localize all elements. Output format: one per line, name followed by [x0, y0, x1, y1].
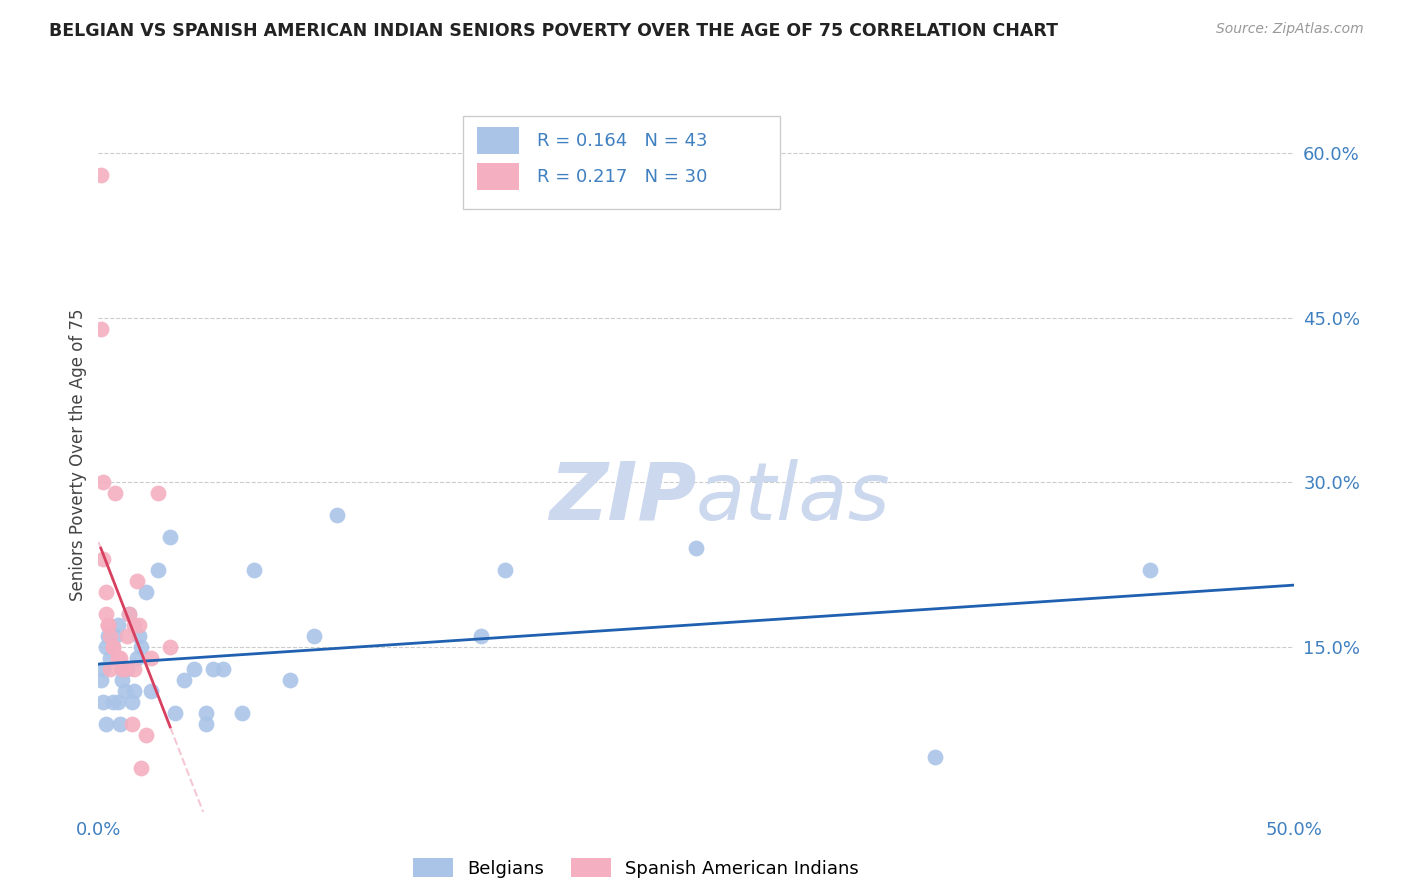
Point: [128, 629, 150, 643]
Point: [94, 640, 117, 654]
Point: [111, 673, 134, 687]
Point: [302, 629, 325, 643]
Point: [173, 673, 195, 687]
Point: [91, 662, 114, 676]
Point: [104, 629, 127, 643]
Point: [101, 695, 124, 709]
Point: [148, 563, 170, 577]
Point: [924, 749, 946, 764]
Point: [124, 684, 146, 698]
Bar: [477, 163, 519, 190]
Point: [685, 541, 707, 556]
Point: [194, 706, 218, 720]
Point: [139, 684, 162, 698]
Point: [278, 673, 301, 687]
Point: [104, 486, 127, 500]
Text: R = 0.217   N = 30: R = 0.217 N = 30: [537, 168, 707, 186]
Point: [494, 563, 516, 577]
FancyBboxPatch shape: [463, 116, 780, 209]
Point: [107, 618, 129, 632]
Point: [159, 530, 181, 544]
Point: [91, 475, 114, 490]
Point: [118, 607, 141, 621]
Point: [211, 662, 233, 676]
Point: [128, 618, 150, 632]
Text: atlas: atlas: [696, 458, 891, 537]
Point: [94, 717, 117, 731]
Point: [125, 651, 148, 665]
Point: [114, 662, 136, 676]
Point: [98, 662, 122, 676]
Y-axis label: Seniors Poverty Over the Age of 75: Seniors Poverty Over the Age of 75: [69, 309, 87, 601]
Bar: [477, 128, 519, 154]
Point: [94, 585, 117, 599]
Point: [326, 508, 349, 523]
Text: Source: ZipAtlas.com: Source: ZipAtlas.com: [1216, 22, 1364, 37]
Point: [125, 574, 148, 589]
Point: [97, 618, 120, 632]
Point: [231, 706, 253, 720]
Text: R = 0.164   N = 43: R = 0.164 N = 43: [537, 132, 707, 150]
Point: [124, 662, 146, 676]
Point: [111, 662, 134, 676]
Point: [107, 651, 129, 665]
Point: [91, 695, 114, 709]
Point: [108, 651, 131, 665]
Point: [121, 717, 143, 731]
Point: [135, 585, 157, 599]
Point: [121, 695, 143, 709]
Point: [107, 695, 129, 709]
Point: [97, 629, 120, 643]
Point: [90, 673, 112, 687]
Point: [97, 618, 120, 632]
Point: [94, 607, 117, 621]
Point: [470, 629, 492, 643]
Point: [135, 728, 157, 742]
Point: [148, 486, 170, 500]
Point: [124, 618, 146, 632]
Point: [118, 607, 141, 621]
Point: [131, 761, 153, 775]
Point: [243, 563, 266, 577]
Point: [107, 651, 129, 665]
Point: [98, 651, 122, 665]
Text: ZIP: ZIP: [548, 458, 696, 537]
Point: [115, 662, 138, 676]
Point: [1139, 563, 1161, 577]
Point: [101, 640, 124, 654]
Legend: Belgians, Spanish American Indians: Belgians, Spanish American Indians: [406, 851, 866, 885]
Point: [183, 662, 205, 676]
Point: [91, 552, 114, 566]
Point: [131, 640, 153, 654]
Point: [90, 321, 112, 335]
Point: [163, 706, 186, 720]
Point: [101, 640, 124, 654]
Point: [114, 684, 136, 698]
Text: BELGIAN VS SPANISH AMERICAN INDIAN SENIORS POVERTY OVER THE AGE OF 75 CORRELATIO: BELGIAN VS SPANISH AMERICAN INDIAN SENIO…: [49, 22, 1059, 40]
Point: [111, 662, 134, 676]
Point: [159, 640, 181, 654]
Point: [115, 629, 138, 643]
Point: [202, 662, 225, 676]
Point: [108, 717, 131, 731]
Point: [194, 717, 218, 731]
Point: [98, 629, 122, 643]
Point: [90, 168, 112, 182]
Point: [139, 651, 162, 665]
